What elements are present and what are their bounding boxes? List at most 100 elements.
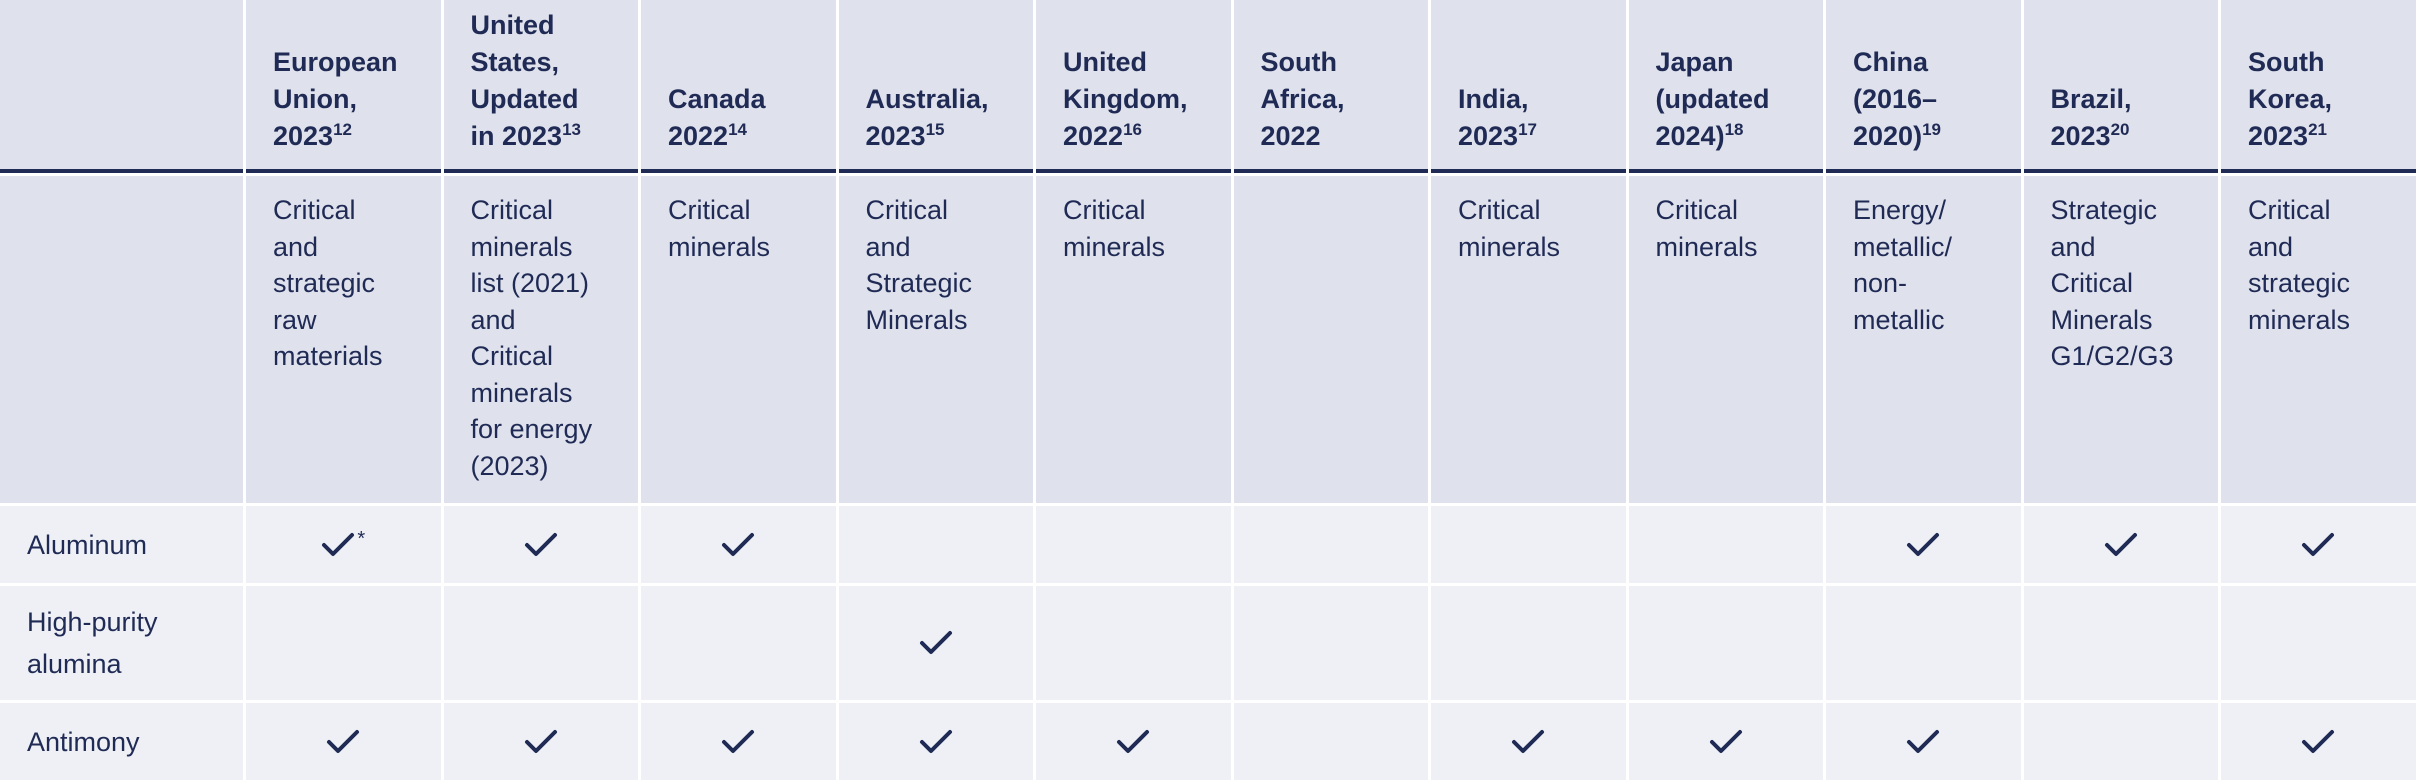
header-line: Kingdom, [1063, 84, 1188, 114]
check-cell [1233, 586, 1428, 700]
check-cell [443, 703, 638, 780]
footnote-ref: 15 [925, 120, 945, 139]
checkmark [2302, 532, 2335, 556]
check-cell [1826, 586, 2021, 700]
header-line: 202321 [2248, 120, 2327, 151]
corner-cell [0, 0, 243, 173]
column-header: China (2016– 2020)19 [1826, 0, 2021, 173]
mineral-name: Aluminum [27, 529, 148, 560]
header-line: Australia, [865, 84, 989, 114]
list-name: Critical minerals [641, 176, 836, 503]
check-cell [443, 586, 638, 700]
check-cell [1431, 586, 1626, 700]
list-name-line: Critical [2248, 195, 2331, 225]
check-note: * [357, 528, 366, 550]
list-name: Critical and strategic minerals [2221, 176, 2416, 503]
list-name: Critical and strategic raw materials [246, 176, 441, 503]
list-name-line: Minerals [865, 304, 968, 335]
footnote-ref: 14 [728, 120, 747, 139]
corner-cell [0, 176, 243, 503]
footnote-ref: 20 [2110, 120, 2130, 139]
header-line: United [1063, 47, 1147, 77]
check-cell [2023, 703, 2218, 780]
checkmark-stroke [722, 532, 755, 556]
list-name-line: minerals [470, 231, 573, 262]
checkmark [1907, 532, 1940, 556]
list-name-line: minerals [1655, 231, 1758, 262]
list-name-line: Critical [273, 195, 356, 225]
header-line: Africa, [1260, 84, 1345, 114]
footnote-ref: 17 [1518, 120, 1537, 139]
checkmark [1512, 729, 1545, 753]
column-header: Brazil, 202320 [2023, 0, 2218, 173]
list-name-line: metallic/ [1853, 231, 1953, 262]
footnote-ref: 13 [562, 120, 581, 139]
column-header: United States, Updated in 202313 [443, 0, 638, 173]
list-name-line: strategic [273, 268, 376, 298]
footnote-ref: 18 [1724, 120, 1744, 139]
footnote-ref: 16 [1123, 120, 1142, 139]
check-cell [1826, 506, 2021, 583]
column-header: South Africa, 2022 [1233, 0, 1428, 173]
list-name: Critical minerals [1036, 176, 1231, 503]
check-cell [2221, 506, 2416, 583]
list-name-line: list (2021) [470, 268, 590, 298]
check-cell [838, 703, 1033, 780]
list-name-line: Critical [865, 195, 949, 225]
check-cell [1826, 703, 2021, 780]
list-name-line: Critical [2050, 268, 2134, 298]
check-cell [443, 506, 638, 583]
checkmark-stroke [524, 729, 557, 753]
checkmark-stroke [2104, 532, 2137, 556]
check-cell [2023, 506, 2218, 583]
list-name: Strategic and Critical Minerals G1/G2/G3 [2023, 176, 2218, 503]
check-cell [1233, 703, 1428, 780]
checkmark [524, 729, 557, 753]
column-header: Japan (updated 2024)18 [1628, 0, 1823, 173]
header-line: 202315 [865, 120, 945, 151]
row-label: Aluminum [0, 506, 243, 583]
column-header: United Kingdom, 202216 [1036, 0, 1231, 173]
list-name-line: Critical [668, 195, 751, 225]
checkmark [322, 532, 355, 556]
list-name-line: and [2248, 231, 2294, 262]
checkmark-stroke [1709, 729, 1742, 753]
list-name-line: Critical [1458, 195, 1541, 225]
list-name-line: Critical [1063, 195, 1146, 225]
checkmark-stroke [1907, 532, 1940, 556]
check-cell [641, 506, 836, 583]
checkmark-stroke [327, 729, 360, 753]
list-name: Critical minerals [1431, 176, 1626, 503]
checkmark-stroke [1907, 729, 1940, 753]
header-line: South [2248, 47, 2325, 77]
check-cell [246, 703, 441, 780]
checkmark-stroke [722, 729, 755, 753]
checkmark-stroke [2302, 729, 2335, 753]
check-cell [1431, 506, 1626, 583]
check-cell [838, 586, 1033, 700]
header-line: 202216 [1063, 120, 1142, 151]
header-line: 2022 [1260, 121, 1321, 151]
list-name-line: non- [1853, 268, 1908, 298]
header-line: 2020)19 [1853, 120, 1941, 151]
column-header: European Union, 202312 [246, 0, 441, 173]
list-name-line: minerals [1458, 231, 1561, 262]
list-name-line: Energy/ [1853, 195, 1947, 225]
checkmark [2104, 532, 2137, 556]
header-line: India, [1458, 84, 1529, 114]
header-line: in 202313 [470, 120, 581, 151]
list-name-line: Critical [470, 341, 554, 371]
header-line: States, [470, 47, 560, 77]
check-cell: * [246, 506, 441, 583]
checkmark-stroke [919, 631, 952, 654]
header-line: 2024)18 [1655, 120, 1744, 151]
list-name-line: Critical [470, 195, 554, 225]
checkmark [1117, 729, 1150, 753]
header-line: Korea, [2248, 84, 2333, 114]
header-line: Union, [273, 84, 357, 114]
check-cell [2023, 586, 2218, 700]
check-cell [1628, 703, 1823, 780]
list-name-line: and [470, 304, 516, 335]
list-name-line: metallic [1853, 304, 1945, 335]
header-line: Brazil, [2050, 84, 2132, 114]
